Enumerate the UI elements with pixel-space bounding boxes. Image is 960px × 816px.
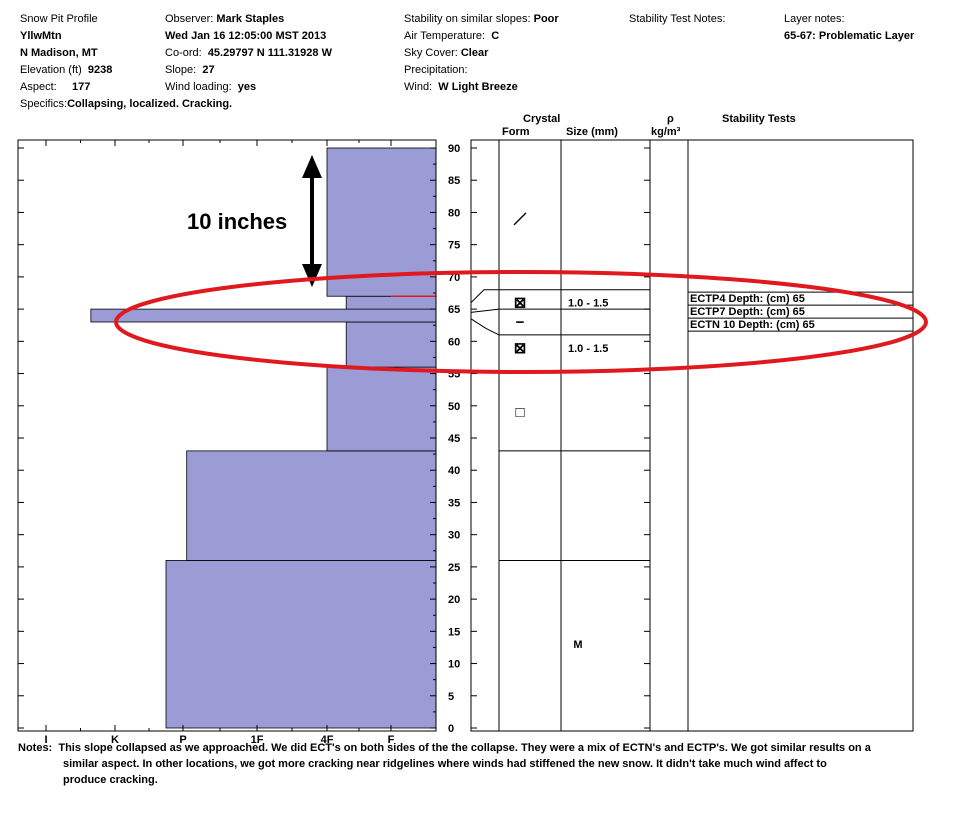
crystal-form-symbol: ⊠: [514, 340, 527, 357]
crystal-table-frame: [470, 139, 914, 732]
annotations: 10 inches: [114, 155, 928, 374]
depth-tick-label: 60: [448, 336, 460, 348]
depth-tick-label: 85: [448, 175, 460, 187]
location-name: YllwMtn: [20, 30, 62, 42]
observation-date: Wed Jan 16 12:05:00 MST 2013: [165, 30, 327, 42]
depth-tick-label: 75: [448, 240, 460, 252]
coordinates: Co-ord: 45.29797 N 111.31928 W: [165, 47, 332, 59]
stability-similar-slopes: Stability on similar slopes: Poor: [404, 13, 559, 25]
title-snow-pit-profile: Snow Pit Profile: [20, 13, 98, 25]
chart-frames: [17, 139, 914, 732]
depth-tick-label: 0: [448, 723, 454, 735]
hardness-bar: [345, 321, 437, 368]
layer-connector: [470, 308, 500, 313]
hardness-bar: [90, 308, 437, 323]
ten-inch-arrow-head-up: [302, 155, 322, 178]
crystal-column-title: Crystal: [523, 113, 561, 125]
notes-block: Notes: This slope collapsed as we approa…: [18, 740, 918, 788]
depth-tick-label: 40: [448, 465, 460, 477]
depth-tick-label: 15: [448, 626, 460, 638]
ten-inch-arrow-head-down: [302, 264, 322, 287]
elevation: Elevation (ft) 9238: [20, 64, 113, 76]
form-column-title: Form: [502, 126, 530, 138]
location-region: N Madison, MT: [20, 47, 98, 59]
crystal-size-label: 1.0 - 1.5: [568, 298, 608, 310]
depth-tick-label: 80: [448, 207, 460, 219]
hardness-tick-label: F: [388, 734, 395, 746]
stability-test-entry: ECTN 10 Depth: (cm) 65: [690, 319, 815, 331]
layer-notes-value: 65-67: Problematic Layer: [784, 30, 915, 42]
hardness-bar: [165, 560, 437, 729]
density-column-title: ρ: [667, 113, 674, 125]
slope: Slope: 27: [165, 64, 215, 76]
hardness-plot-frame: [17, 139, 437, 732]
hardness-tick-label: I: [44, 734, 47, 746]
size-column-title: Size (mm): [566, 126, 618, 138]
depth-tick-label: 90: [448, 143, 460, 155]
crystal-table-content: ⊠ 1.0 - 1.5 − ⊠ 1.0 - 1.5 □ M ECTP4 Depth: (cm)…: [470, 212, 913, 651]
notes-line-2: similar aspect. In other locations, we g…: [63, 758, 827, 770]
notes-line-1: This slope collapsed as we approached. W…: [58, 742, 871, 754]
crystal-form-symbol: □: [515, 404, 524, 421]
density-unit-title: kg/m³: [651, 126, 681, 138]
layer-notes-label: Layer notes:: [784, 13, 845, 25]
hardness-tick-label: K: [111, 734, 119, 746]
depth-tick-label: 30: [448, 530, 460, 542]
layer-connector: [470, 318, 500, 336]
depth-tick-label: 65: [448, 304, 460, 316]
depth-tick-label: 25: [448, 562, 460, 574]
depth-tick-label: 35: [448, 497, 460, 509]
hardness-bars: [90, 147, 437, 729]
depth-tick-label: 5: [448, 691, 454, 703]
wind-loading: Wind loading: yes: [165, 81, 257, 93]
crystal-form-symbol: ⊠: [514, 295, 527, 312]
hardness-tick-label: 1F: [251, 734, 264, 746]
hardness-bar: [326, 366, 437, 452]
precipitation: Precipitation:: [404, 64, 468, 76]
notes-line-3: produce cracking.: [63, 774, 158, 786]
stability-test-entry: ECTP4 Depth: (cm) 65: [690, 293, 805, 305]
crystal-form-slash-symbol: [513, 212, 527, 226]
hardness-tick-label: P: [179, 734, 186, 746]
crystal-size-label: 1.0 - 1.5: [568, 343, 608, 355]
hardness-tick-label: 4F: [321, 734, 334, 746]
air-temperature: Air Temperature: C: [404, 30, 500, 42]
notes-label: Notes:: [18, 742, 53, 754]
hardness-bar: [326, 147, 437, 297]
hardness-bar: [186, 450, 437, 561]
observer: Observer: Mark Staples: [165, 13, 285, 25]
wind: Wind: W Light Breeze: [404, 81, 518, 93]
depth-tick-label: 45: [448, 433, 460, 445]
crystal-size-label: M: [573, 639, 582, 651]
stability-test-notes-label: Stability Test Notes:: [629, 13, 726, 25]
depth-tick-label: 10: [448, 659, 460, 671]
stability-test-entry: ECTP7 Depth: (cm) 65: [690, 306, 805, 318]
problem-layer-highlight-ellipse: [114, 270, 928, 374]
depth-tick-label: 20: [448, 594, 460, 606]
layer-connector: [470, 289, 499, 304]
specifics: Specifics:Collapsing, localized. Crackin…: [20, 98, 233, 110]
ten-inch-label: 10 inches: [187, 209, 287, 234]
depth-tick-label: 70: [448, 272, 460, 284]
depth-tick-label: 50: [448, 401, 460, 413]
crystal-form-symbol: −: [516, 314, 525, 331]
stability-tests-column-title: Stability Tests: [722, 113, 796, 125]
sky-cover: Sky Cover: Clear: [404, 47, 489, 59]
aspect: Aspect: 177: [20, 81, 91, 93]
hardness-bar: [345, 295, 437, 310]
